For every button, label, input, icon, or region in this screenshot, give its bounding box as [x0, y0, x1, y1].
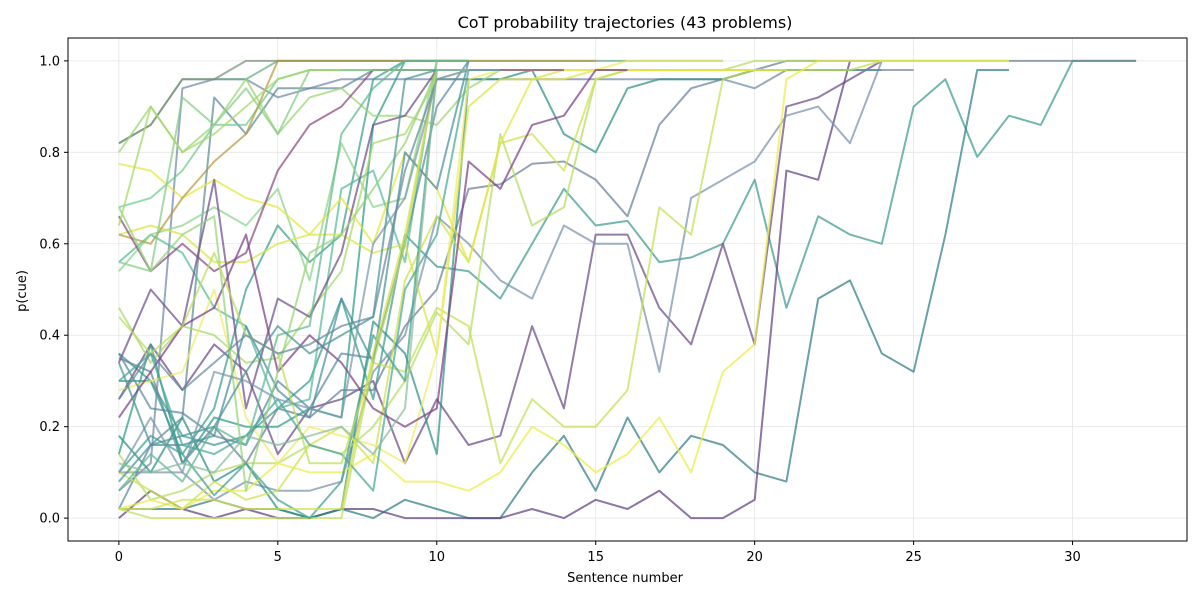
x-axis-label: Sentence number: [567, 571, 683, 586]
x-tick-label: 30: [1064, 550, 1081, 565]
series-line-33: [118, 69, 501, 492]
series-line-34: [118, 59, 469, 492]
series-line-43: [118, 69, 469, 474]
series-line-18: [118, 69, 596, 364]
series-line-35: [118, 69, 437, 273]
series-lines: [117, 59, 1137, 520]
series-line-38: [118, 69, 469, 465]
y-tick-label: 1.0: [39, 54, 60, 69]
series-line-41: [118, 78, 469, 400]
y-tick-label: 0.8: [39, 146, 60, 161]
x-tick-label: 0: [115, 550, 123, 565]
y-axis-label: p(cue): [15, 270, 30, 312]
x-tick-label: 25: [905, 550, 922, 565]
series-line-39: [118, 69, 469, 510]
series-line-25: [118, 59, 723, 465]
series-line-36: [118, 69, 469, 492]
x-tick-label: 15: [587, 550, 604, 565]
x-tick-label: 20: [746, 550, 763, 565]
series-line-9: [118, 69, 850, 520]
x-tick-label: 5: [274, 550, 282, 565]
y-axis-ticks: 0.0 0.2 0.4 0.6 0.8 1.0: [39, 54, 68, 527]
series-line-26: [118, 59, 596, 245]
chart-title: CoT probability trajectories (43 problem…: [458, 13, 793, 32]
y-tick-label: 0.0: [39, 512, 60, 527]
axes: [67, 37, 1188, 542]
y-tick-label: 0.4: [39, 329, 60, 344]
series-line-7: [118, 60, 883, 501]
x-tick-label: 10: [428, 550, 445, 565]
series-line-28: [118, 69, 628, 428]
series-line-24: [118, 59, 1009, 510]
series-line-20: [118, 59, 1009, 520]
y-tick-label: 0.2: [39, 420, 60, 435]
series-line-29: [117, 69, 469, 410]
series-line-37: [117, 69, 342, 226]
series-line-4: [118, 60, 851, 520]
y-tick-label: 0.6: [39, 237, 60, 252]
plot-frame: [67, 37, 1188, 542]
series-line-30: [118, 60, 470, 446]
series-line-42: [117, 69, 469, 446]
x-axis-ticks: 0 5 10 15 20 25 30: [115, 541, 1081, 565]
